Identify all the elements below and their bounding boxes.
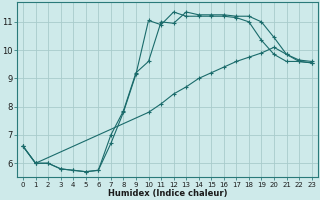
X-axis label: Humidex (Indice chaleur): Humidex (Indice chaleur): [108, 189, 227, 198]
